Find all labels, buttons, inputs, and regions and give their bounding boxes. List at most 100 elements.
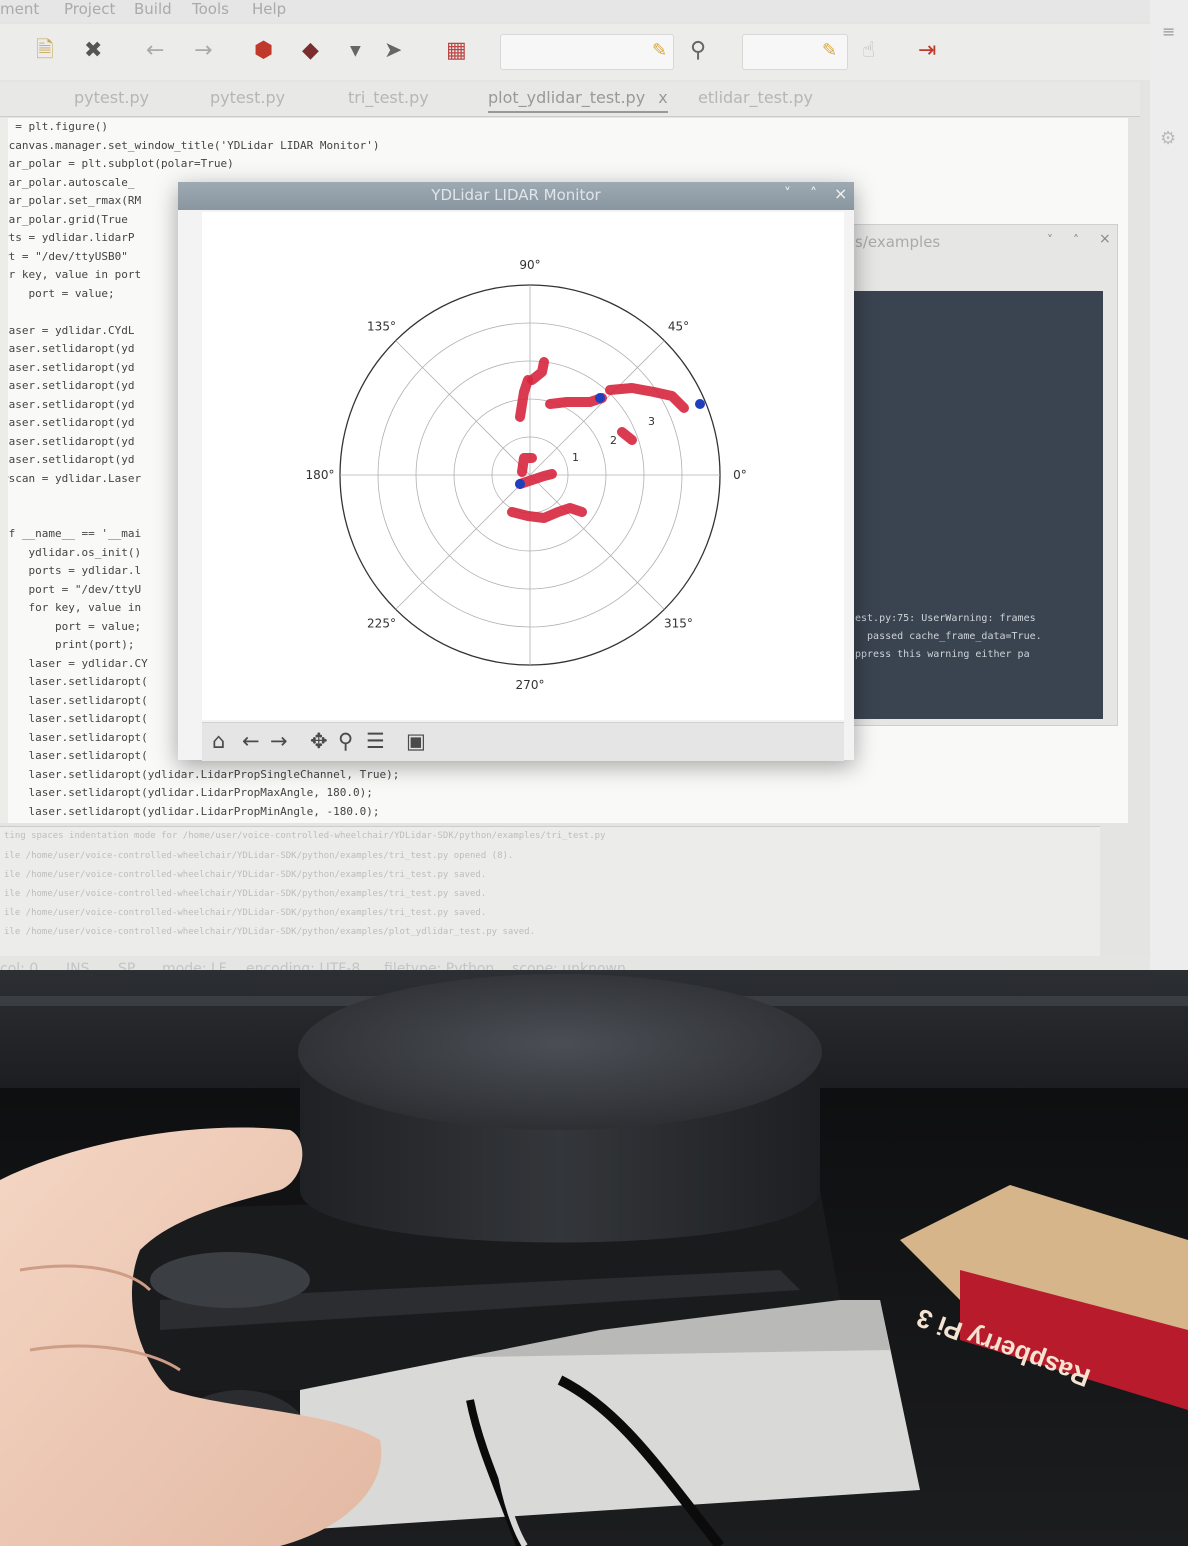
terminal-line: ppress this warning either pa [855, 649, 1030, 660]
hand [0, 1127, 382, 1546]
execute-icon[interactable]: ➤ [384, 38, 403, 63]
tab-etlidar-test[interactable]: etlidar_test.py [698, 88, 813, 107]
search-field[interactable] [500, 34, 674, 70]
tab-plot-ydlidar-test[interactable]: plot_ydlidar_test.py x [488, 88, 668, 113]
angular-gridline [395, 340, 531, 476]
scan-point-cluster [605, 383, 689, 413]
angle-tick-label: 0° [733, 468, 747, 482]
code-line: laser.setlidaropt(yd [2, 434, 135, 448]
gear-icon[interactable]: ⚙ [1160, 128, 1177, 149]
minimize-icon[interactable]: ˅ [1047, 233, 1053, 247]
menu-item-project[interactable]: Project [64, 0, 116, 18]
compile-icon[interactable]: ⬢ [254, 38, 274, 63]
log-line: ile /home/user/voice-controlled-wheelcha… [4, 851, 514, 861]
build-dropdown-icon[interactable]: ▼ [350, 43, 361, 59]
scan-marker [695, 399, 705, 409]
configure-subplots-icon[interactable]: ☰ [366, 729, 385, 753]
clear-goto-icon[interactable]: ✎ [822, 40, 838, 61]
code-line: laser.setlidaropt(ydlidar.LidarPropMinAn… [2, 804, 380, 818]
tab-pytest-2[interactable]: pytest.py [210, 88, 286, 107]
quit-icon[interactable]: ⇥ [918, 38, 937, 63]
code-line: port = "/dev/ttyU [2, 582, 142, 596]
code-line: if __name__ == '__mai [2, 527, 142, 540]
menu-item-build[interactable]: Build [134, 0, 172, 18]
log-line: ile /home/user/voice-controlled-wheelcha… [4, 870, 487, 880]
angle-tick-label: 45° [668, 320, 689, 334]
scan-point-cluster [545, 393, 607, 409]
tab-close-icon[interactable]: x [658, 88, 668, 107]
angular-gridline [395, 474, 531, 610]
code-line: laser.setlidaropt(yd [2, 379, 135, 392]
home-icon[interactable]: ⌂ [212, 729, 226, 753]
close-file-icon[interactable]: ✖ [84, 38, 103, 63]
color-chooser-icon[interactable]: ▦ [446, 38, 467, 63]
code-line: rts = ydlidar.lidarP [2, 231, 135, 244]
message-log[interactable]: ting spaces indentation mode for /home/u… [0, 826, 1100, 957]
menu-item-tools[interactable]: Tools [192, 0, 229, 18]
close-icon[interactable]: × [834, 184, 848, 203]
tab-label: plot_ydlidar_test.py [488, 88, 646, 107]
forward-icon[interactable]: → [270, 729, 288, 753]
save-figure-icon[interactable]: ▣ [406, 729, 426, 753]
window-titlebar: YDLidar LIDAR Monitor ˅ ˄ × [178, 182, 854, 210]
terminal-window: s/examples ˅ ˄ × est.py:75: UserWarning:… [840, 224, 1118, 726]
lidar-photo: Raspberry Pi 3 [0, 970, 1188, 1546]
angular-gridline [529, 340, 665, 476]
log-line: ile /home/user/voice-controlled-wheelcha… [4, 889, 487, 899]
tab-pytest-1[interactable]: pytest.py [74, 88, 150, 107]
goto-line-field[interactable] [742, 34, 848, 70]
plot-navigation-toolbar: ⌂ ← → ✥ ⚲ ☰ ▣ [202, 722, 844, 761]
angle-tick-label: 315° [664, 616, 693, 630]
angular-gridline [529, 474, 665, 610]
forward-arrow-icon[interactable]: → [194, 38, 213, 63]
code-line: } = plt.figure() [2, 120, 108, 133]
code-line: laser.setlidaropt( [2, 712, 148, 725]
code-line: laser.setlidaropt(ydlidar.LidarPropMaxAn… [2, 786, 373, 799]
code-line: ydlidar.os_init() [2, 545, 142, 559]
scan-point-cluster [515, 375, 533, 422]
scan-point-cluster [527, 357, 549, 385]
code-line: laser.setlidaropt(yd [2, 453, 135, 466]
scan-point-cluster [617, 427, 637, 445]
build-icon[interactable]: ◆ [302, 38, 319, 63]
clear-search-icon[interactable]: ✎ [652, 40, 668, 61]
menu-bar: ment Project Build Tools Help [0, 0, 1188, 22]
code-line: rt = "/dev/ttyUSB0" [2, 249, 128, 263]
code-line: ports = ydlidar.l [2, 564, 142, 577]
zoom-icon[interactable]: ⚲ [338, 729, 354, 753]
code-line: laser.setlidaropt( [2, 675, 148, 688]
close-icon[interactable]: × [1099, 231, 1111, 247]
menu-icon[interactable]: ≡ [1162, 22, 1176, 41]
angle-tick-label: 90° [519, 258, 540, 272]
photo-foreground: Raspberry Pi 3 [0, 970, 1188, 1546]
minimize-icon[interactable]: ˅ [784, 186, 791, 202]
radial-tick-label: 2 [610, 434, 617, 447]
scan-point-cluster [515, 469, 557, 489]
back-arrow-icon[interactable]: ← [146, 38, 165, 63]
code-line: dar_polar = plt.subplot(polar=True) [2, 157, 234, 170]
code-line: .canvas.manager.set_window_title('YDLida… [2, 138, 380, 152]
pan-icon[interactable]: ✥ [310, 729, 328, 753]
maximize-icon[interactable]: ˄ [810, 186, 817, 202]
usb-cable [557, 1375, 724, 1546]
code-line: laser.setlidaropt(yd [2, 342, 135, 355]
tab-tri-test[interactable]: tri_test.py [348, 88, 429, 107]
radial-tick-label: 1 [572, 451, 579, 464]
code-line: laser.setlidaropt( [2, 693, 148, 707]
maximize-icon[interactable]: ˄ [1073, 233, 1079, 247]
save-file-icon[interactable]: 🗎 [36, 38, 54, 63]
menu-item-help[interactable]: Help [252, 0, 287, 18]
log-line: ting spaces indentation mode for /home/u… [4, 831, 606, 841]
terminal-titlebar: s/examples ˅ ˄ × [841, 225, 1117, 259]
window-title: YDLidar LIDAR Monitor [431, 186, 601, 204]
editor-gutter [0, 118, 8, 823]
scan-marker [515, 479, 525, 489]
angle-tick-label: 225° [367, 616, 396, 630]
log-line: ile /home/user/voice-controlled-wheelcha… [4, 908, 487, 918]
terminal-output[interactable]: est.py:75: UserWarning: frames passed ca… [849, 291, 1103, 719]
back-icon[interactable]: ← [242, 729, 260, 753]
plot-canvas[interactable]: 0° 45° 90° 135° 180° 225° 270° 315° 1 2 3 [202, 212, 844, 720]
jump-icon[interactable]: ☝ [862, 38, 876, 63]
menu-item-document[interactable]: ment [0, 0, 40, 18]
search-icon[interactable]: ⚲ [690, 38, 707, 63]
